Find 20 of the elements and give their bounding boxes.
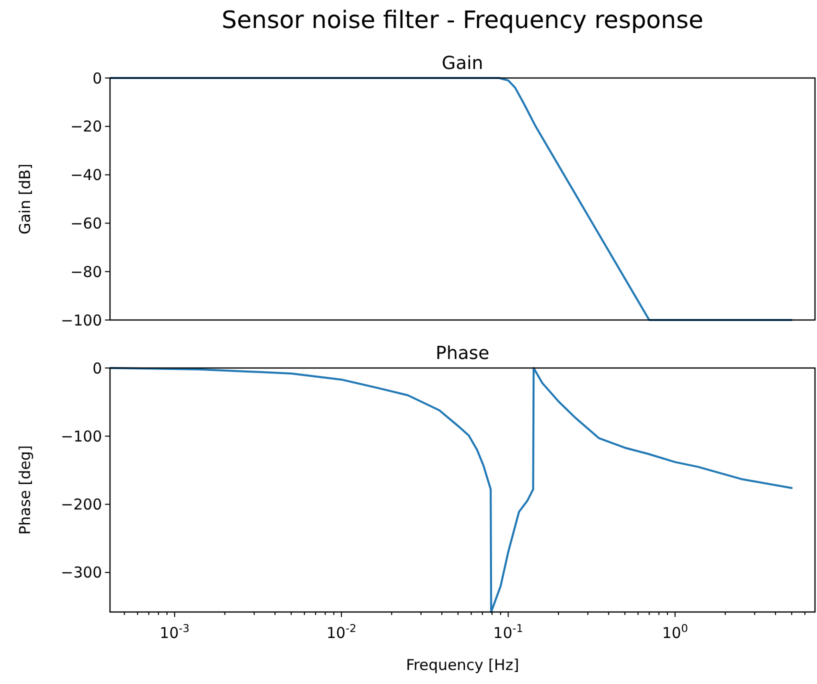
y-tick-label: −20 (70, 118, 102, 136)
y-tick-label: −60 (70, 214, 102, 232)
y-tick-label: 0 (92, 69, 102, 88)
x-tick-label: 10$^{0}$ (662, 622, 688, 642)
y-tick-label: −100 (60, 427, 102, 446)
x-tick-label: 10$^{-2}$ (326, 622, 356, 642)
x-tick-label: 10$^{-3}$ (160, 622, 190, 642)
y-tick-label: 0 (92, 359, 102, 378)
chart-subtitle: Gain (442, 53, 484, 74)
chart-title: Sensor noise filter - Frequency response (222, 6, 704, 34)
y-tick-label: −100 (60, 311, 102, 330)
y-axis-title: Phase [deg] (16, 445, 34, 535)
y-axis-title: Gain [dB] (16, 164, 34, 234)
chart-subtitle: Phase (436, 343, 490, 364)
y-tick-label: −40 (70, 166, 102, 184)
y-tick-label: −80 (70, 262, 102, 281)
y-tick-label: −300 (60, 564, 102, 582)
y-tick-label: −200 (60, 496, 102, 514)
x-axis-title: Frequency [Hz] (406, 656, 520, 674)
x-tick-label: 10$^{-1}$ (493, 622, 524, 642)
